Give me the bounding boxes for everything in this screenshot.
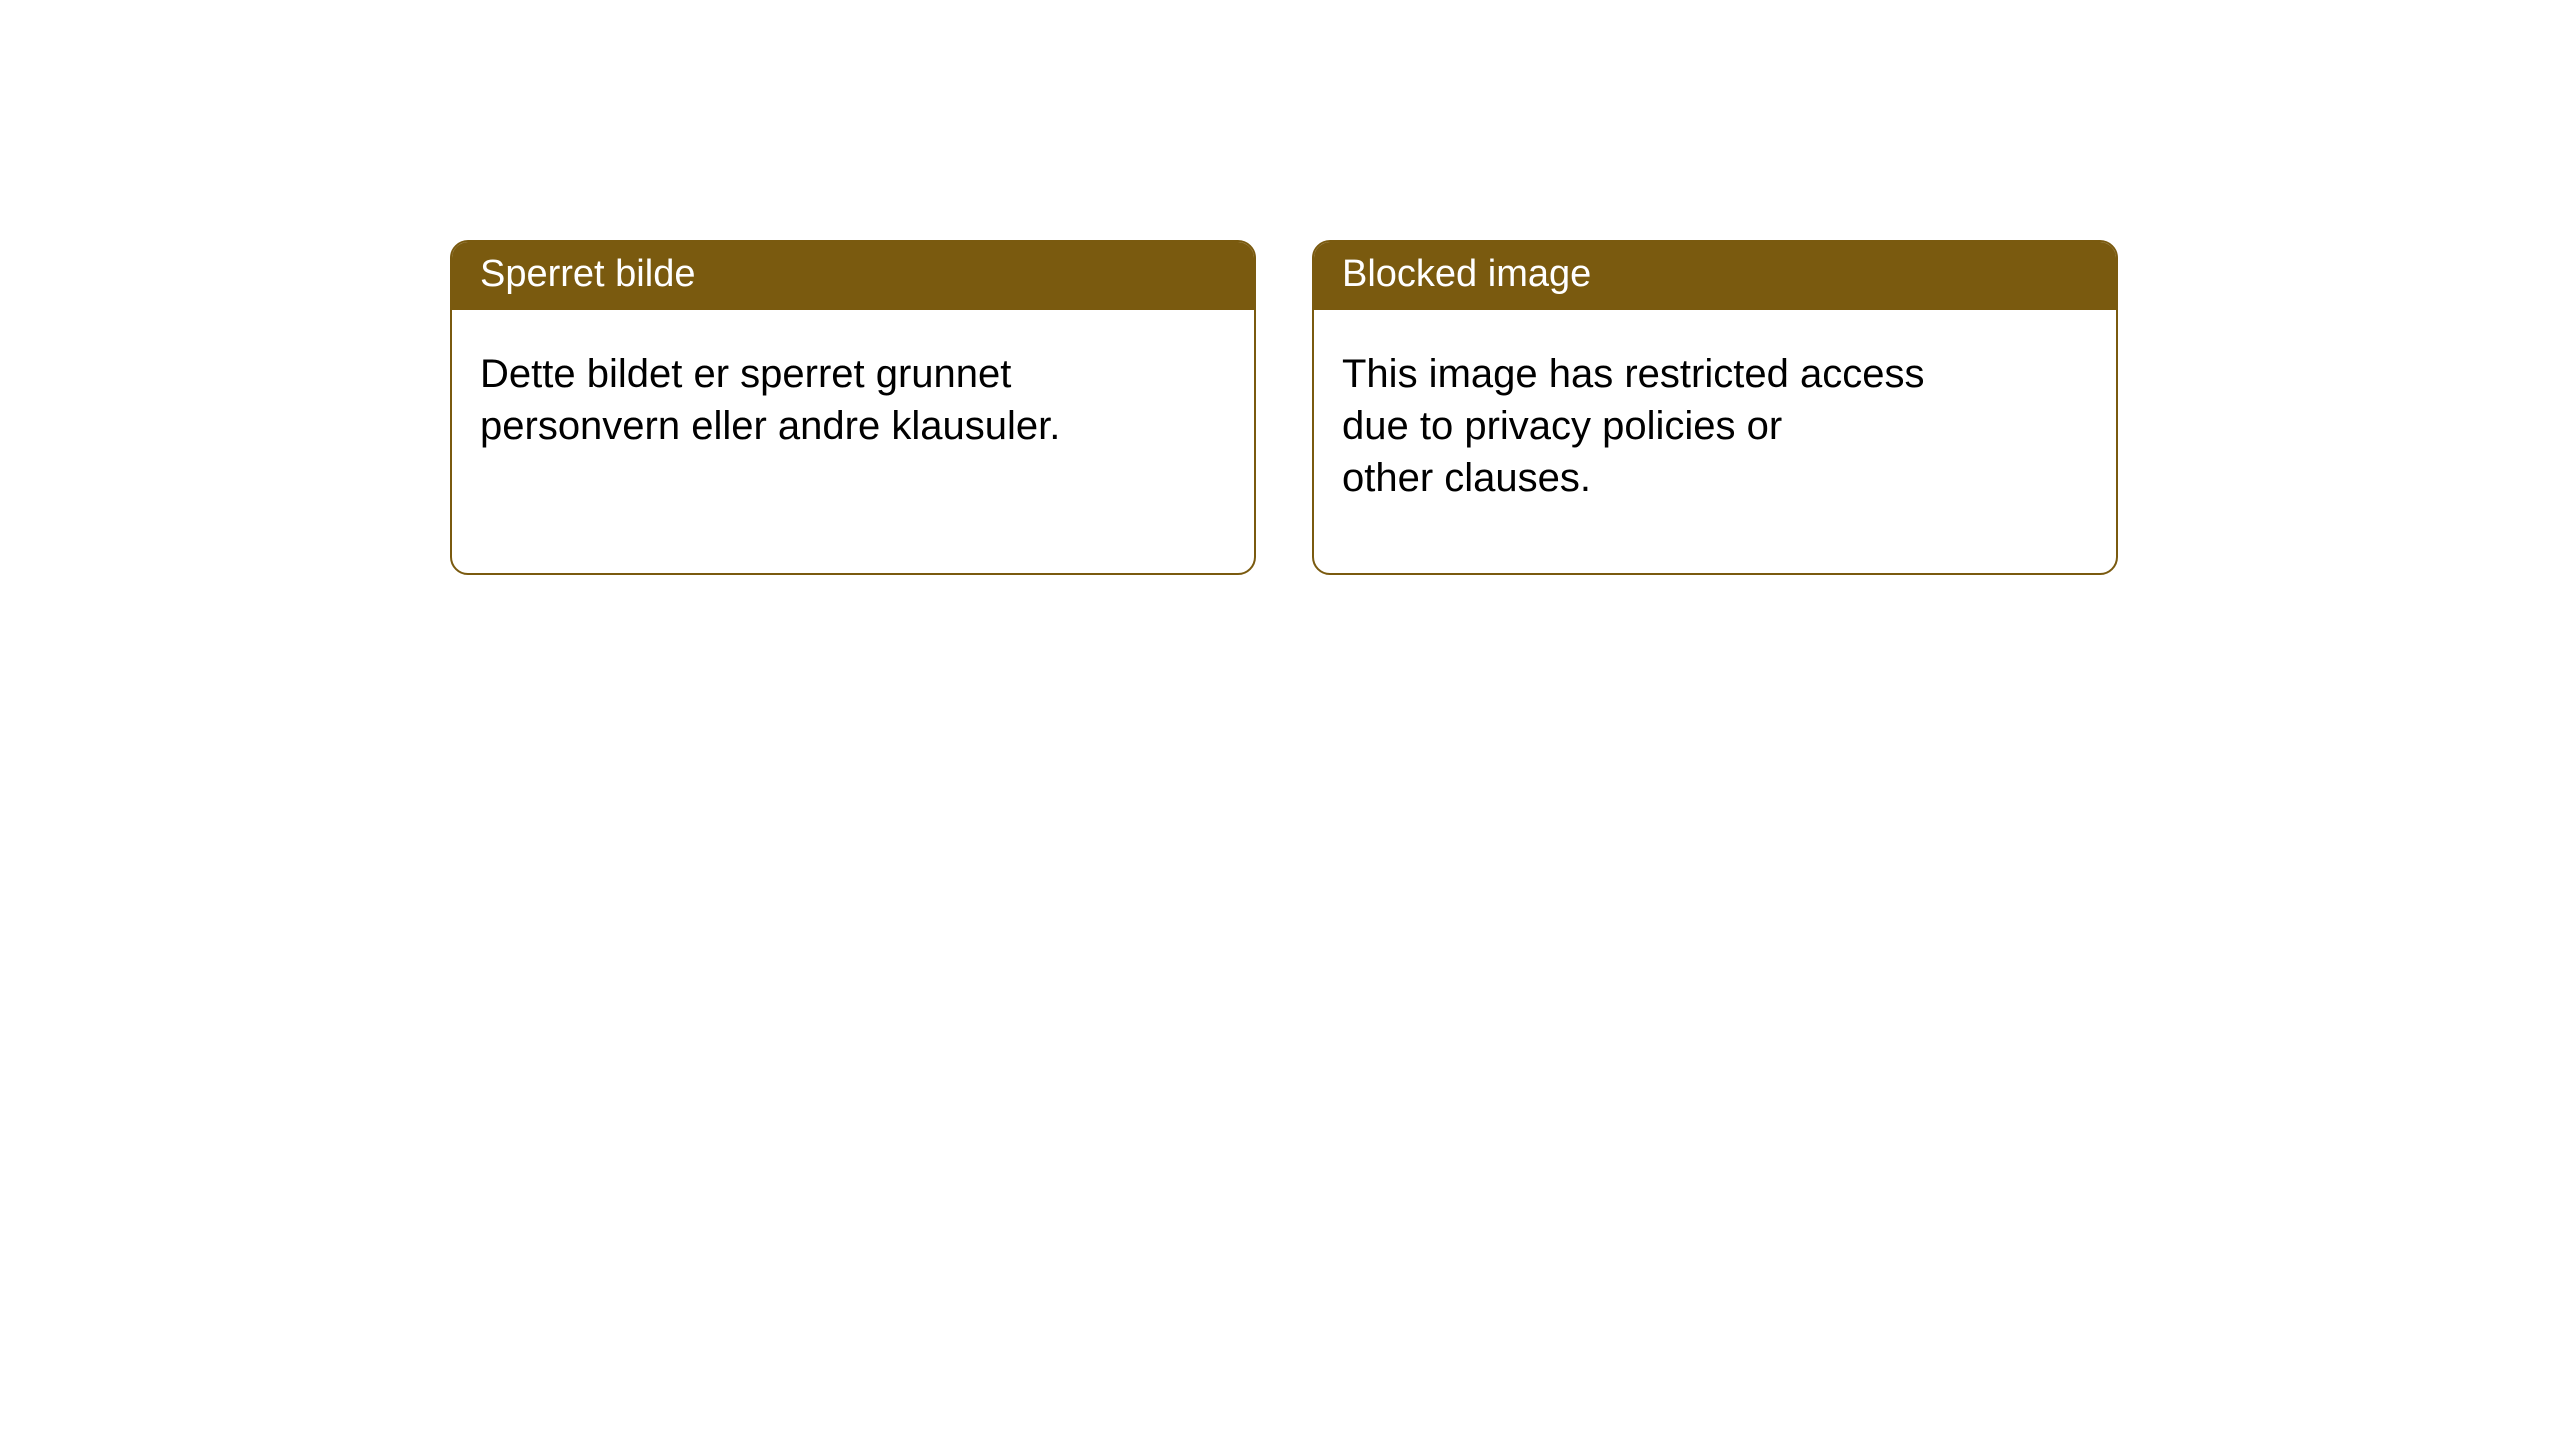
notice-title-english: Blocked image bbox=[1342, 253, 1591, 295]
notice-container: Sperret bilde Dette bildet er sperret gr… bbox=[0, 0, 2560, 575]
notice-header-english: Blocked image bbox=[1314, 242, 2116, 310]
notice-body-english: This image has restricted access due to … bbox=[1314, 310, 2116, 542]
notice-body-norwegian: Dette bildet er sperret grunnet personve… bbox=[452, 310, 1254, 490]
notice-title-norwegian: Sperret bilde bbox=[480, 253, 695, 295]
notice-card-english: Blocked image This image has restricted … bbox=[1312, 240, 2118, 575]
notice-header-norwegian: Sperret bilde bbox=[452, 242, 1254, 310]
notice-card-norwegian: Sperret bilde Dette bildet er sperret gr… bbox=[450, 240, 1256, 575]
